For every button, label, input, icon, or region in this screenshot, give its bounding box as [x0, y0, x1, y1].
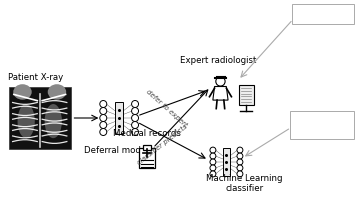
Circle shape	[237, 171, 243, 177]
Bar	[239, 85, 254, 105]
Circle shape	[237, 153, 243, 159]
Bar	[9, 87, 71, 149]
Text: Expert radiologist: Expert radiologist	[180, 56, 257, 65]
Bar	[139, 148, 155, 168]
Circle shape	[210, 171, 216, 177]
Circle shape	[210, 153, 216, 159]
Circle shape	[237, 147, 243, 153]
Ellipse shape	[18, 104, 35, 138]
Ellipse shape	[45, 104, 62, 138]
Circle shape	[131, 114, 139, 121]
Circle shape	[131, 129, 139, 136]
Text: "No
pneumonia": "No pneumonia"	[294, 115, 349, 135]
Bar	[223, 148, 230, 176]
Circle shape	[131, 100, 139, 108]
Circle shape	[216, 77, 225, 86]
Circle shape	[100, 114, 107, 121]
Polygon shape	[213, 86, 228, 100]
Text: Machine Learning
classifier: Machine Learning classifier	[206, 174, 283, 193]
Circle shape	[237, 165, 243, 171]
Circle shape	[100, 121, 107, 129]
Text: defer to expert: defer to expert	[145, 88, 188, 128]
Circle shape	[210, 165, 216, 171]
Text: Patient X-ray: Patient X-ray	[8, 73, 63, 82]
Circle shape	[210, 159, 216, 165]
Circle shape	[131, 108, 139, 114]
Ellipse shape	[13, 84, 32, 100]
FancyBboxPatch shape	[292, 4, 354, 24]
Circle shape	[100, 129, 107, 136]
Text: Deferral module: Deferral module	[84, 146, 154, 155]
Bar	[115, 102, 123, 134]
FancyBboxPatch shape	[290, 111, 354, 139]
Circle shape	[210, 147, 216, 153]
Ellipse shape	[48, 84, 66, 100]
Circle shape	[100, 100, 107, 108]
Bar	[143, 145, 150, 150]
Circle shape	[237, 159, 243, 165]
Text: Medical records: Medical records	[113, 129, 181, 138]
Text: classifier predicts: classifier predicts	[137, 124, 189, 166]
Circle shape	[131, 121, 139, 129]
Text: "pneumonia": "pneumonia"	[293, 9, 352, 19]
Circle shape	[100, 108, 107, 114]
